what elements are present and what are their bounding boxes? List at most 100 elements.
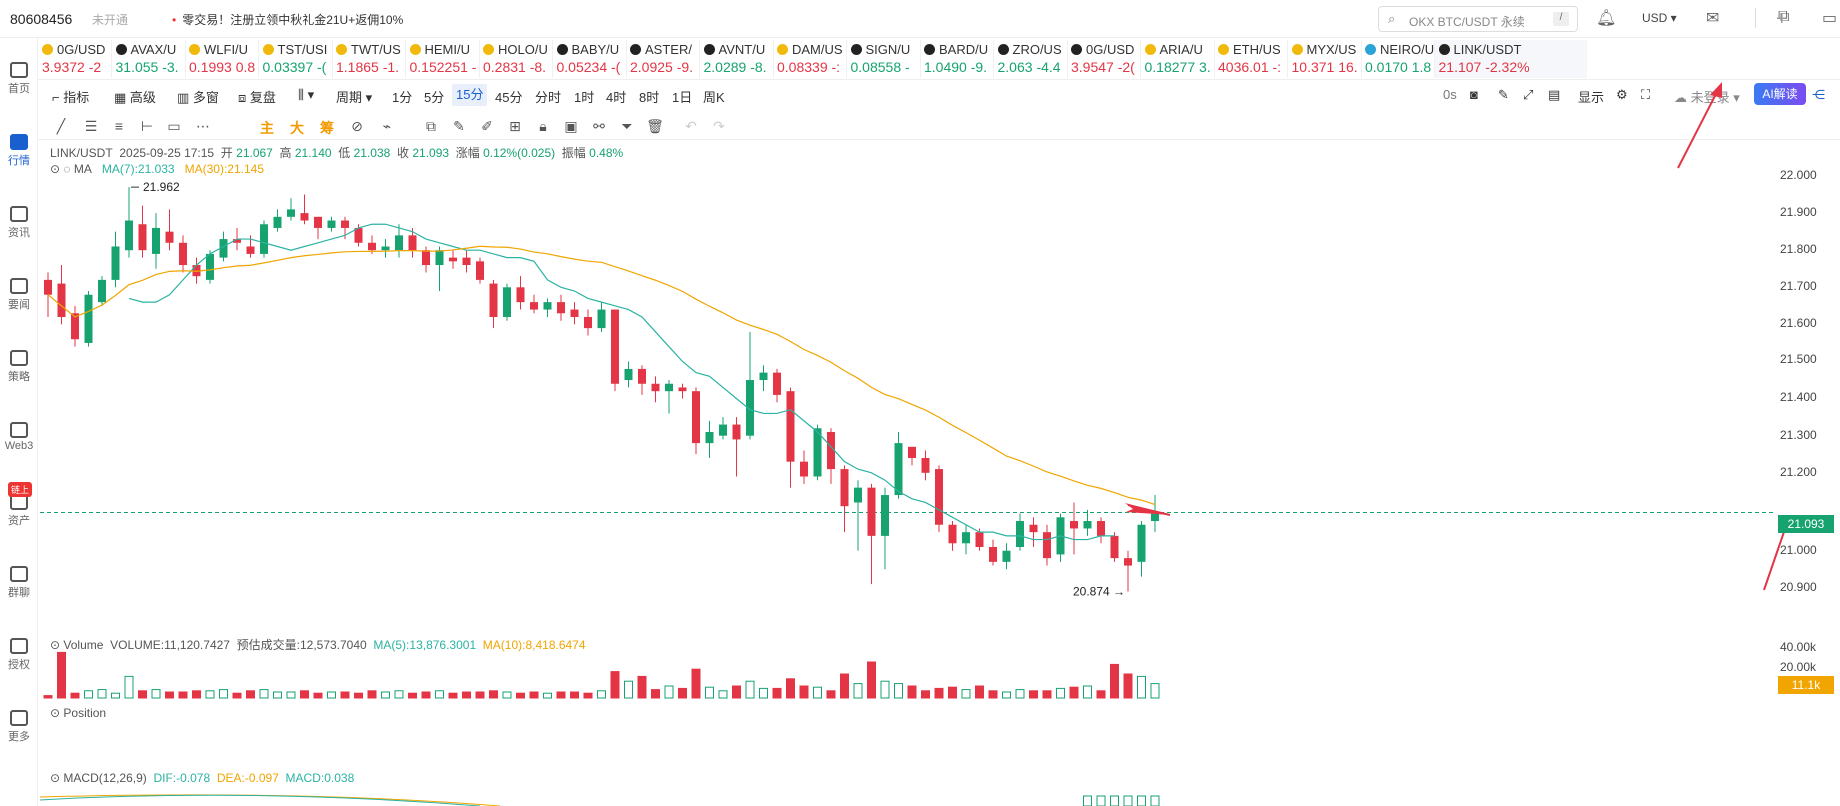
sidebar-item-assets[interactable]: 链上 资产	[0, 482, 38, 528]
ticker-13[interactable]: ZRO/US 2.063 -4.4	[994, 40, 1068, 78]
account-status[interactable]: 未开通	[92, 13, 129, 27]
ticker-9[interactable]: AVNT/U 2.0289 -8.	[700, 40, 774, 78]
expand-icon[interactable]: ⤢	[1523, 87, 1534, 102]
edit-icon[interactable]: ✎	[1498, 87, 1509, 102]
parallel-tool-icon[interactable]: ≡	[114, 118, 124, 134]
volume-bar	[246, 690, 255, 699]
promo-banner[interactable]: • 零交易！注册立领中秋礼金21U+返佣10%	[172, 11, 403, 28]
pen-icon[interactable]: ✎	[453, 118, 465, 134]
undo-icon[interactable]: ↶	[685, 118, 697, 134]
rect-tool-icon[interactable]: ▭	[167, 118, 181, 134]
collapse-icon[interactable]: ⊙	[50, 638, 61, 652]
note-icon[interactable]: ▣	[564, 118, 578, 134]
camera-icon[interactable]: ◙	[1470, 87, 1478, 102]
redo-icon[interactable]: ↷	[713, 118, 725, 134]
home-icon	[10, 62, 28, 78]
ticker-10[interactable]: DAM/US 0.08339 -:	[773, 40, 847, 78]
ticker-2[interactable]: WLFI/U 0.1993 0.8	[185, 40, 259, 78]
sidebar-item-home[interactable]: 首页	[0, 62, 38, 96]
volume-bar	[988, 690, 998, 699]
copy-icon[interactable]: ⧉	[426, 118, 436, 134]
ticker-0[interactable]: 0G/USD 3.9372 -2	[38, 40, 112, 78]
ticker-12[interactable]: BARD/U 1.0490 -9.	[920, 40, 994, 78]
ticker-1[interactable]: AVAX/U 31.055 -3.	[112, 40, 186, 78]
measure-icon[interactable]: ⊞	[509, 118, 521, 134]
chip-toggle[interactable]: 筹	[320, 120, 334, 136]
ticker-16[interactable]: ETH/US 4036.01 -:	[1214, 40, 1288, 78]
fullscreen-icon[interactable]: ⛶	[1641, 87, 1651, 102]
candle-body	[341, 220, 349, 228]
ticker-17[interactable]: MYX/US 10.371 16.	[1288, 40, 1362, 78]
interval-15m[interactable]: 15分	[452, 84, 488, 106]
line-tool-icon[interactable]: ╱	[56, 118, 66, 134]
filter-icon[interactable]: ⏷	[621, 118, 633, 134]
indicator-button[interactable]: ⌐ 指标	[52, 90, 90, 105]
display-button[interactable]: 显示	[1578, 90, 1605, 105]
more-tools-icon[interactable]: ⋯	[196, 118, 210, 134]
ai-analysis-button[interactable]: AI解读	[1754, 83, 1806, 105]
sidebar-item-news[interactable]: 资讯	[0, 206, 38, 240]
interval-1d[interactable]: 1日	[672, 90, 693, 105]
period-button[interactable]: 周期 ▾	[336, 90, 373, 105]
mail-icon[interactable]: ✉︎	[1706, 10, 1720, 27]
bell-icon[interactable]: 🔔︎	[1596, 10, 1617, 27]
ticker-7[interactable]: BABY/U 0.05234 -(	[553, 40, 627, 78]
interval-5m[interactable]: 5分	[424, 90, 445, 105]
ticker-15[interactable]: ARIA/U 0.18277 3.	[1141, 40, 1215, 78]
ticker-4[interactable]: TWT/US 1.1865 -1.	[332, 40, 406, 78]
interval-45m[interactable]: 45分	[495, 90, 523, 105]
trash-icon[interactable]: 🗑︎	[646, 118, 664, 134]
search-input[interactable]: ⌕ OKX BTC/USDT 永续 /	[1378, 6, 1578, 32]
erase-icon[interactable]: ⌁	[382, 118, 392, 134]
collapse-icon[interactable]: ⊙	[50, 706, 61, 720]
interval-timeshare[interactable]: 分时	[535, 90, 562, 105]
big-order-toggle[interactable]: 大	[290, 120, 304, 136]
settings-gear-icon[interactable]: ⚙	[1616, 87, 1628, 102]
replay-button[interactable]: ⧈ 复盘	[238, 90, 276, 105]
main-chart-toggle[interactable]: 主	[260, 120, 274, 136]
interval-4h[interactable]: 4时	[606, 90, 627, 105]
sidebar-item-web3[interactable]: Web3	[0, 422, 38, 452]
ticker-6[interactable]: HOLO/U 0.2831 -8.	[479, 40, 553, 78]
interval-1m[interactable]: 1分	[392, 90, 413, 105]
sidebar-item-chat[interactable]: 群聊	[0, 566, 38, 600]
advanced-button[interactable]: ▦ 高级	[114, 90, 156, 105]
collapse-icon[interactable]: ⊙	[50, 162, 61, 176]
interval-1h[interactable]: 1时	[574, 90, 595, 105]
ticker-14[interactable]: 0G/USD 3.9547 -2(	[1067, 40, 1141, 78]
volume-bar	[826, 690, 836, 699]
eye-icon[interactable]: ◌	[63, 162, 71, 176]
layout-icon[interactable]: ▤	[1548, 87, 1561, 102]
magnet-icon[interactable]: ⊘	[351, 118, 363, 134]
ticker-11[interactable]: SIGN/U 0.08558 -	[847, 40, 921, 78]
dif-line	[39, 794, 481, 806]
ray-tool-icon[interactable]: ⊢	[140, 118, 154, 134]
ticker-3[interactable]: TST/USI 0.03397 -(	[259, 40, 333, 78]
sidebar: 首页 行情 资讯 要闻 策略 Web3 链上 资产 群聊 授权 更多	[0, 38, 38, 806]
chart-type-button[interactable]: ⫼ ▾	[298, 87, 314, 103]
sidebar-item-headlines[interactable]: 要闻	[0, 278, 38, 312]
link-icon[interactable]: ⚯	[593, 118, 605, 134]
brush-icon[interactable]: ✐	[481, 118, 493, 134]
share-icon[interactable]: ⋲	[1812, 87, 1825, 102]
add-ticker-icon[interactable]: +	[1776, 8, 1788, 30]
window-icon[interactable]: ⧉	[1778, 8, 1790, 25]
sidebar-item-strategy[interactable]: 策略	[0, 350, 38, 384]
sidebar-item-more[interactable]: 更多	[0, 710, 38, 744]
panel-icon[interactable]: ▭	[1822, 10, 1838, 27]
currency-select[interactable]: USD ▾	[1642, 11, 1677, 25]
ticker-18[interactable]: NEIRO/U 0.0170 1.8	[1361, 40, 1435, 78]
sidebar-item-auth[interactable]: 授权	[0, 638, 38, 672]
interval-week[interactable]: 周K	[703, 90, 725, 105]
hline-tool-icon[interactable]: ☰	[84, 118, 98, 134]
ticker-symbol: TST/USI	[259, 42, 332, 57]
multi-window-button[interactable]: ▥ 多窗	[177, 90, 219, 105]
sidebar-item-market[interactable]: 行情	[0, 134, 38, 168]
ticker-5[interactable]: HEMI/U 0.152251 -	[406, 40, 480, 78]
ticker-8[interactable]: ASTER/2.0925 -9.	[626, 40, 700, 78]
ticker-19[interactable]: LINK/USDT 21.107 -2.32%	[1434, 40, 1587, 78]
interval-8h[interactable]: 8时	[639, 90, 660, 105]
lock-icon[interactable]: 🔒︎	[539, 118, 547, 134]
collapse-icon[interactable]: ⊙	[50, 771, 61, 785]
